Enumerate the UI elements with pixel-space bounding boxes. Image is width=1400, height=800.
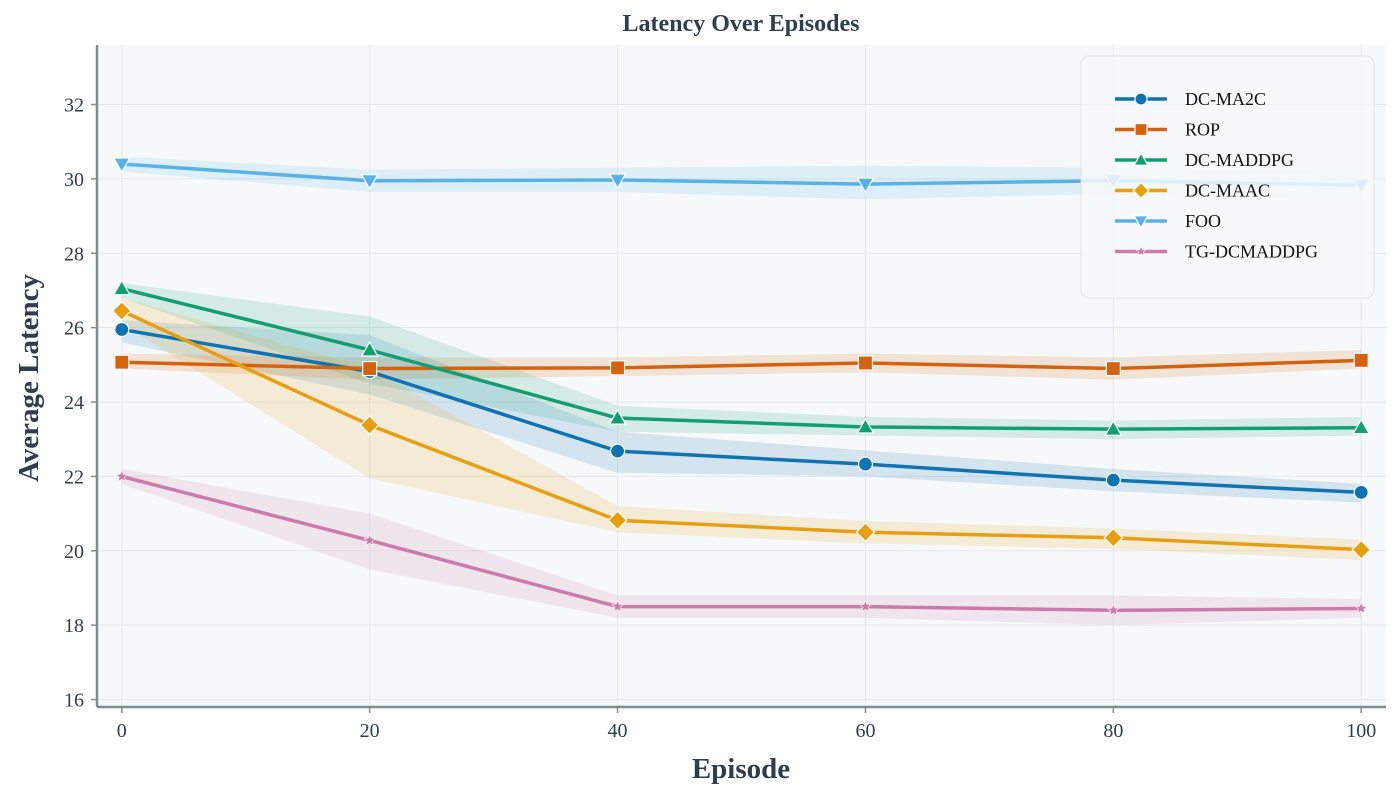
point-dc-ma2c xyxy=(857,456,874,472)
point-foo xyxy=(856,177,875,194)
y-axis-label: Average Latency xyxy=(13,273,45,482)
point-dc-maac xyxy=(111,300,132,321)
point-tg-dcmaddpg xyxy=(1106,603,1120,616)
point-foo xyxy=(608,173,627,190)
y-tick-label: 26 xyxy=(64,318,84,340)
point-dc-ma2c xyxy=(609,443,626,459)
point-rop xyxy=(857,355,874,371)
point-foo xyxy=(112,157,131,174)
legend-box xyxy=(1080,55,1375,299)
legend-item-foo: FOO xyxy=(1115,211,1221,231)
line-dc-maac xyxy=(120,309,1363,552)
point-rop xyxy=(1353,352,1369,368)
x-tick-label: 20 xyxy=(360,720,380,742)
series-markers xyxy=(111,157,1372,616)
tick-labels: 0 20 40 60 80 100 16 18 20 22 24 26 28 30 32 xyxy=(64,95,1376,742)
point-dc-maac xyxy=(1103,527,1124,548)
point-dc-maac xyxy=(359,415,380,436)
point-tg-dcmaddpg xyxy=(611,599,624,613)
legend-marker-dc-maac xyxy=(1132,181,1150,200)
point-dc-maddpg xyxy=(112,279,131,296)
band-foo xyxy=(121,156,1362,202)
line-tg-dcmaddpg xyxy=(120,474,1363,613)
point-dc-maddpg xyxy=(360,340,379,357)
y-tick-label: 18 xyxy=(64,615,84,637)
legend-item-rop: ROP xyxy=(1115,120,1220,140)
legend-marker-dc-ma2c xyxy=(1134,92,1148,106)
point-dc-maddpg xyxy=(1352,418,1371,435)
legend-label-tg-dcmaddpg: TG-DCMADDPG xyxy=(1185,242,1318,262)
legend-marker-rop xyxy=(1134,122,1148,137)
x-tick-label: 100 xyxy=(1346,720,1376,742)
point-dc-maddpg xyxy=(856,417,875,434)
legend-label-dc-maac: DC-MAAC xyxy=(1185,181,1270,201)
point-foo xyxy=(360,174,379,191)
x-axis-label: Episode xyxy=(692,753,790,785)
point-tg-dcmaddpg xyxy=(859,599,872,613)
legend-marker-dc-maddpg xyxy=(1133,151,1149,166)
line-dc-maddpg xyxy=(120,286,1363,431)
y-tick-label: 28 xyxy=(64,243,84,265)
point-rop xyxy=(609,360,626,376)
point-dc-maac xyxy=(1351,539,1372,560)
point-rop xyxy=(114,354,130,370)
point-dc-maddpg xyxy=(1104,419,1123,436)
axes xyxy=(95,45,1386,709)
legend-label-dc-ma2c: DC-MA2C xyxy=(1185,89,1266,109)
legend-item-dc-maac: DC-MAAC xyxy=(1115,181,1270,201)
point-tg-dcmaddpg xyxy=(115,469,129,482)
legend-label-dc-maddpg: DC-MADDPG xyxy=(1185,150,1294,170)
x-tick-label: 0 xyxy=(117,720,127,742)
point-dc-ma2c xyxy=(1353,484,1369,501)
point-dc-ma2c xyxy=(114,321,130,338)
line-dc-ma2c xyxy=(120,327,1363,495)
y-tick-label: 30 xyxy=(64,169,84,191)
point-tg-dcmaddpg xyxy=(1354,601,1368,614)
legend-item-dc-maddpg: DC-MADDPG xyxy=(1115,150,1294,170)
legend-item-dc-ma2c: DC-MA2C xyxy=(1115,89,1266,109)
y-tick-label: 20 xyxy=(64,541,84,563)
y-tick-label: 24 xyxy=(64,392,84,414)
point-tg-dcmaddpg xyxy=(363,533,377,546)
legend-label-rop: ROP xyxy=(1185,120,1220,140)
y-tick-label: 16 xyxy=(64,690,84,712)
x-tick-label: 80 xyxy=(1103,720,1123,742)
legend-marker-tg-dcmaddpg xyxy=(1135,245,1147,257)
point-rop xyxy=(1105,360,1121,377)
legend-items: DC-MA2C ROP DC-MADDPG DC-MAAC FOO TG-DCMADDPG xyxy=(1115,89,1318,262)
point-dc-maac xyxy=(607,510,628,531)
point-dc-ma2c xyxy=(1105,472,1121,488)
legend-marker-foo xyxy=(1133,215,1149,230)
point-dc-maac xyxy=(855,522,876,543)
point-dc-maddpg xyxy=(608,408,627,425)
point-rop xyxy=(362,360,378,377)
legend: DC-MA2C ROP DC-MADDPG DC-MAAC FOO TG-DCMADDPG xyxy=(1080,55,1375,299)
y-tick-label: 32 xyxy=(64,95,84,117)
legend-label-foo: FOO xyxy=(1185,211,1221,231)
y-tick-label: 22 xyxy=(64,466,84,488)
series-lines xyxy=(120,162,1363,613)
x-tick-label: 40 xyxy=(608,720,628,742)
x-tick-label: 60 xyxy=(855,720,875,742)
legend-item-tg-dcmaddpg: TG-DCMADDPG xyxy=(1115,242,1318,262)
chart-title: Latency Over Episodes xyxy=(623,11,860,37)
line-rop xyxy=(120,358,1363,371)
